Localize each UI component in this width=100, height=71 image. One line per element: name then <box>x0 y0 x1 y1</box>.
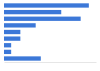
bar <box>4 36 20 40</box>
bar <box>4 50 11 54</box>
bar <box>4 30 20 34</box>
axis-line <box>5 62 97 63</box>
bar <box>4 56 41 60</box>
bar <box>4 10 61 14</box>
bar <box>4 43 11 47</box>
chart <box>0 0 100 71</box>
plot <box>4 3 97 62</box>
bar <box>4 23 36 27</box>
bar <box>4 17 81 21</box>
bar <box>4 3 89 7</box>
bars <box>4 3 89 60</box>
x-axis <box>5 62 97 64</box>
